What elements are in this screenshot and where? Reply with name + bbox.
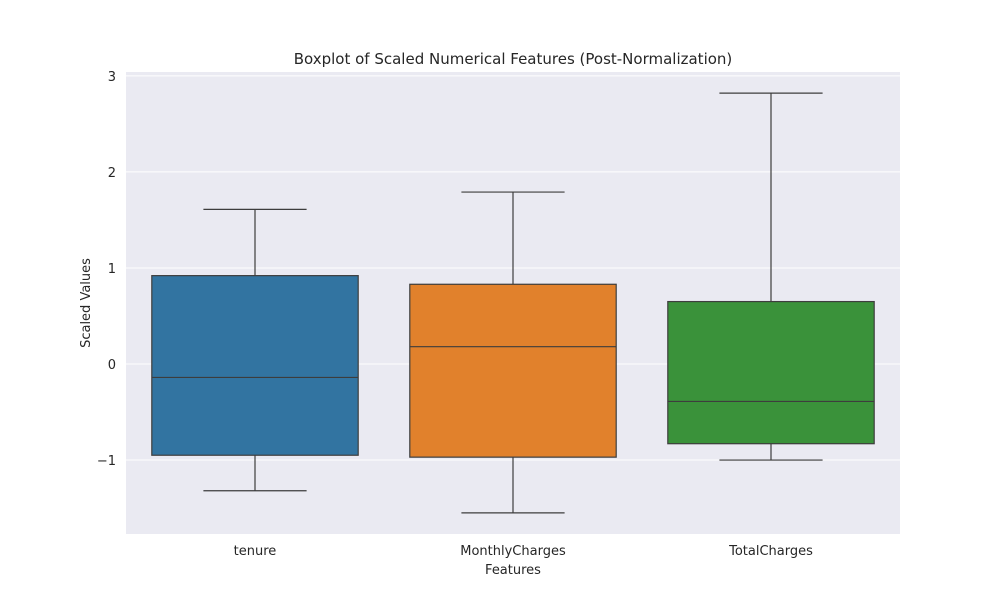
y-tick-label: −1 <box>97 454 116 469</box>
y-tick-label: 3 <box>108 70 116 85</box>
x-tick-label: tenure <box>234 544 277 559</box>
y-axis-label: Scaled Values <box>79 258 94 348</box>
box-group-TotalCharges <box>667 92 875 461</box>
y-tick-label: 1 <box>108 262 116 277</box>
boxes <box>151 92 875 514</box>
chart-title: Boxplot of Scaled Numerical Features (Po… <box>294 50 733 68</box>
x-tick-label: MonthlyCharges <box>460 544 566 559</box>
y-tick-label: 2 <box>108 166 116 181</box>
x-tick-labels: tenure MonthlyCharges TotalCharges <box>234 544 813 559</box>
iqr-box <box>667 300 875 445</box>
y-tick-labels: −1 0 1 2 3 <box>97 70 116 469</box>
y-tick-label: 0 <box>108 358 116 373</box>
box-group-tenure <box>151 208 359 492</box>
x-axis-label: Features <box>485 563 541 578</box>
box-group-MonthlyCharges <box>409 191 617 514</box>
x-tick-label: TotalCharges <box>728 544 813 559</box>
iqr-box <box>409 283 617 458</box>
iqr-box <box>151 275 359 456</box>
